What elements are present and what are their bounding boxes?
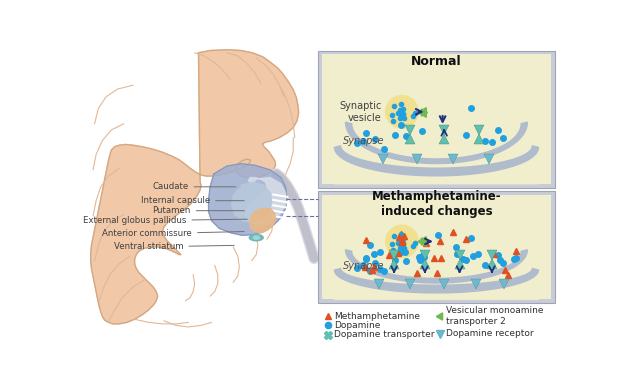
Bar: [318, 191, 555, 303]
Ellipse shape: [252, 235, 260, 240]
Polygon shape: [209, 164, 287, 235]
Polygon shape: [232, 182, 271, 222]
Polygon shape: [345, 70, 527, 163]
Text: Internal capsule: Internal capsule: [141, 196, 244, 205]
Polygon shape: [91, 50, 299, 324]
Text: Methamphetamine-
induced changes: Methamphetamine- induced changes: [371, 190, 501, 218]
Polygon shape: [335, 147, 538, 184]
Polygon shape: [335, 268, 538, 293]
Text: Synapse: Synapse: [343, 136, 385, 146]
Text: Methamphetamine: Methamphetamine: [334, 312, 420, 321]
Ellipse shape: [248, 234, 264, 242]
Ellipse shape: [385, 224, 419, 258]
Polygon shape: [335, 146, 538, 176]
Polygon shape: [345, 250, 527, 283]
Ellipse shape: [385, 95, 419, 129]
Text: Putamen: Putamen: [152, 206, 244, 215]
Polygon shape: [335, 270, 538, 299]
Text: Normal: Normal: [411, 55, 462, 68]
Text: Synaptic
vesicle: Synaptic vesicle: [340, 101, 382, 123]
Text: Dopamine: Dopamine: [334, 321, 381, 330]
Text: Caudate: Caudate: [152, 182, 236, 191]
Polygon shape: [345, 122, 527, 163]
Text: Ventral striatum: Ventral striatum: [114, 242, 234, 251]
Text: External globus pallidus: External globus pallidus: [83, 216, 247, 225]
Text: Anterior commissure: Anterior commissure: [102, 229, 244, 238]
Text: Dopamine receptor: Dopamine receptor: [446, 329, 533, 338]
Polygon shape: [345, 217, 527, 283]
Text: Synapse: Synapse: [343, 261, 385, 271]
Text: Dopamine transporter: Dopamine transporter: [334, 330, 435, 339]
Polygon shape: [250, 209, 276, 233]
Text: Vesicular monoamine
transporter 2: Vesicular monoamine transporter 2: [446, 306, 543, 326]
Bar: [322, 195, 551, 299]
Bar: [318, 51, 555, 187]
Bar: [322, 54, 551, 184]
Polygon shape: [245, 178, 286, 225]
